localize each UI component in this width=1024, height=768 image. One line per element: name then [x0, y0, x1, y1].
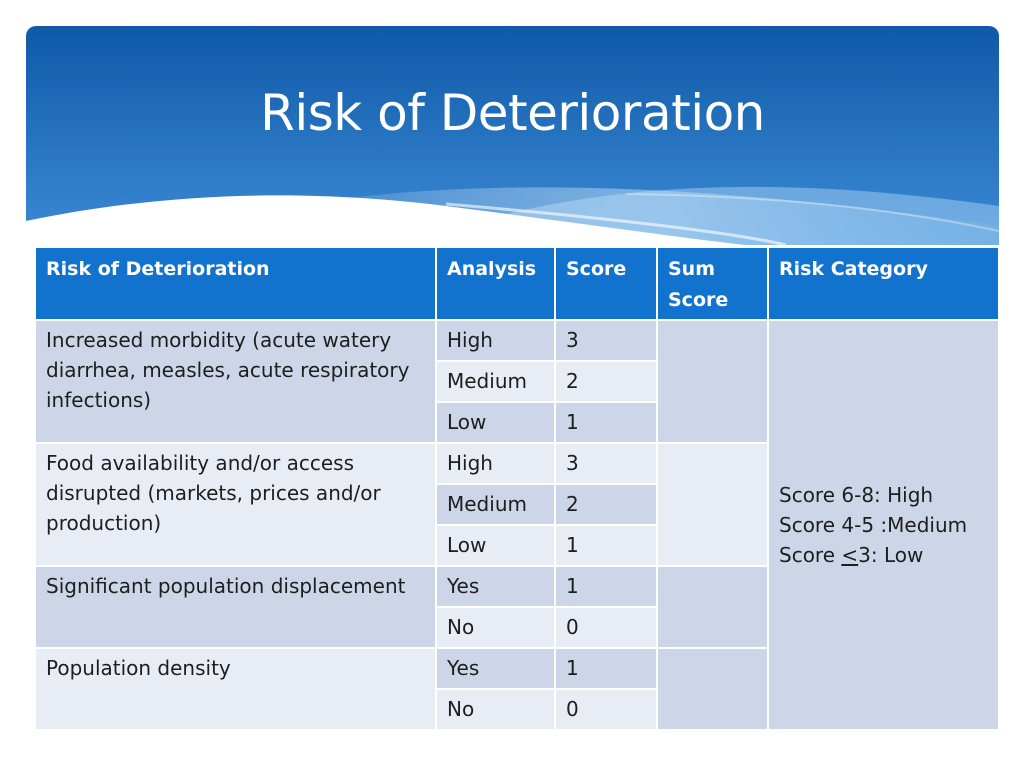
score-cell: 1	[554, 524, 658, 567]
header-sum-score: Sum Score	[656, 246, 769, 321]
table-row: Increased morbidity (acute watery diarrh…	[34, 319, 1000, 731]
score-cell: 2	[554, 483, 658, 526]
score-cell: 1	[554, 647, 658, 690]
analysis-cell: No	[435, 606, 556, 649]
header-risk-category: Risk Category	[767, 246, 1000, 321]
risk-category-high: Score 6-8: High	[779, 483, 934, 507]
score-cell: 1	[554, 565, 658, 608]
sum-score-cell	[656, 319, 769, 444]
analysis-cell: Low	[435, 401, 556, 444]
table-row: No 0	[35, 688, 999, 731]
slide-title: Risk of Deterioration	[260, 84, 765, 142]
table-header-row: Risk of Deterioration Analysis Score Sum…	[34, 246, 1000, 321]
less-than-or-equal-symbol: <	[841, 543, 859, 567]
analysis-cell: High	[435, 319, 556, 362]
score-cell: 3	[554, 319, 658, 362]
risk-category-medium: Score 4-5 :Medium	[779, 513, 968, 537]
factor-cell: Food availability and/or access disrupte…	[34, 442, 437, 567]
analysis-cell: Low	[435, 524, 556, 567]
analysis-cell: Medium	[435, 483, 556, 526]
table-row: Medium 2	[35, 483, 999, 526]
risk-category-low-prefix: Score	[779, 543, 842, 567]
risk-category-low-suffix: 3: Low	[858, 543, 924, 567]
table-row: Low 1	[35, 401, 999, 444]
risk-category-low: Score <3: Low	[779, 540, 988, 570]
table-row: Low 1	[35, 524, 999, 567]
header-risk: Risk of Deterioration	[34, 246, 437, 321]
table-row: Medium 2	[35, 360, 999, 403]
header-analysis: Analysis	[435, 246, 556, 321]
score-cell: 1	[554, 401, 658, 444]
analysis-cell: Medium	[435, 360, 556, 403]
score-cell: 2	[554, 360, 658, 403]
analysis-cell: No	[435, 688, 556, 731]
analysis-cell: Yes	[435, 565, 556, 608]
score-cell: 0	[554, 688, 658, 731]
table-row: Population density Yes 1	[34, 647, 999, 731]
table-row: Food availability and/or access disrupte…	[34, 442, 999, 567]
factor-cell: Population density	[34, 647, 437, 731]
banner-wave-graphic	[26, 26, 999, 245]
header-score: Score	[554, 246, 658, 321]
factor-cell: Increased morbidity (acute watery diarrh…	[34, 319, 437, 444]
score-cell: 0	[554, 606, 658, 649]
score-cell: 3	[554, 442, 658, 485]
factor-cell: Significant population displacement	[34, 565, 437, 649]
table-row: Significant population displacement Yes …	[34, 565, 999, 649]
title-banner	[26, 26, 999, 245]
sum-score-cell	[656, 442, 769, 567]
sum-score-cell	[656, 647, 769, 731]
table-row: No 0	[35, 606, 999, 649]
sum-score-cell	[656, 565, 769, 649]
analysis-cell: Yes	[435, 647, 556, 690]
risk-table: Risk of Deterioration Analysis Score Sum…	[34, 246, 1000, 731]
analysis-cell: High	[435, 442, 556, 485]
risk-category-cell: Score 6-8: High Score 4-5 :Medium Score …	[767, 319, 1000, 731]
